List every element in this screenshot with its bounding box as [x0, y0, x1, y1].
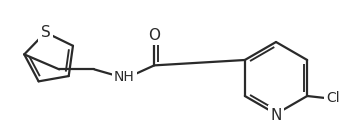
Text: S: S [40, 25, 50, 40]
Text: Cl: Cl [326, 91, 340, 105]
Text: NH: NH [114, 70, 135, 84]
Text: O: O [148, 28, 160, 43]
Text: N: N [270, 108, 282, 122]
